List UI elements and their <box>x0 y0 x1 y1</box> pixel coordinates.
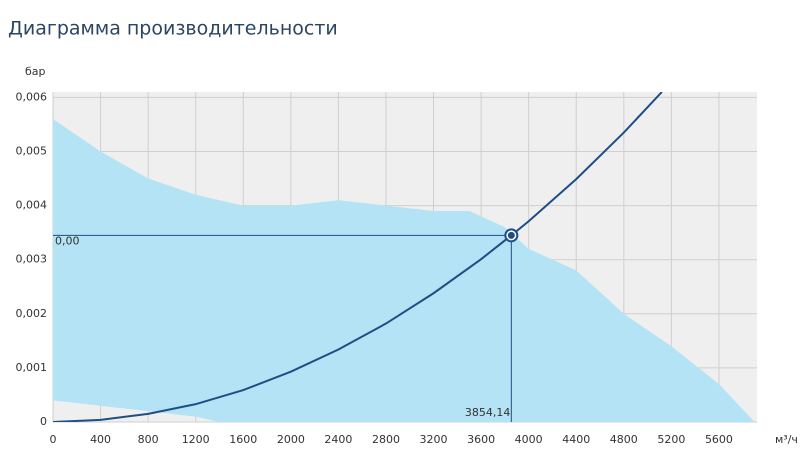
x-tick-label: 5200 <box>657 433 685 446</box>
y-axis-label: бар <box>25 65 46 78</box>
y-tick-label: 0,001 <box>16 361 48 374</box>
y-tick-label: 0,005 <box>16 145 48 158</box>
x-tick-label: 2000 <box>277 433 305 446</box>
x-axis-label: м³/ч <box>775 433 798 446</box>
x-tick-label: 4400 <box>562 433 590 446</box>
x-tick-label: 4000 <box>515 433 543 446</box>
x-tick-label: 0 <box>50 433 57 446</box>
chart-title: Диаграмма производительности <box>8 18 338 40</box>
x-tick-label: 2800 <box>372 433 400 446</box>
y-tick-label: 0 <box>40 415 47 428</box>
operating-area <box>53 119 755 422</box>
system-curve <box>53 92 663 422</box>
y-tick-label: 0,002 <box>16 307 48 320</box>
operating-point-y-label: 0,00 <box>55 234 80 247</box>
y-tick-label: 0,003 <box>16 253 48 266</box>
y-tick-label: 0,004 <box>16 199 48 212</box>
x-tick-label: 1600 <box>229 433 257 446</box>
y-tick-label: 0,006 <box>16 90 48 103</box>
x-tick-label: 800 <box>138 433 159 446</box>
x-tick-label: 4800 <box>610 433 638 446</box>
x-tick-label: 5600 <box>705 433 733 446</box>
x-tick-label: 3200 <box>420 433 448 446</box>
x-tick-label: 3600 <box>467 433 495 446</box>
x-tick-label: 400 <box>90 433 111 446</box>
x-tick-label: 1200 <box>182 433 210 446</box>
x-tick-label: 2400 <box>324 433 352 446</box>
operating-point-x-label: 3854,14 <box>465 406 511 419</box>
operating-point-core <box>507 231 515 239</box>
